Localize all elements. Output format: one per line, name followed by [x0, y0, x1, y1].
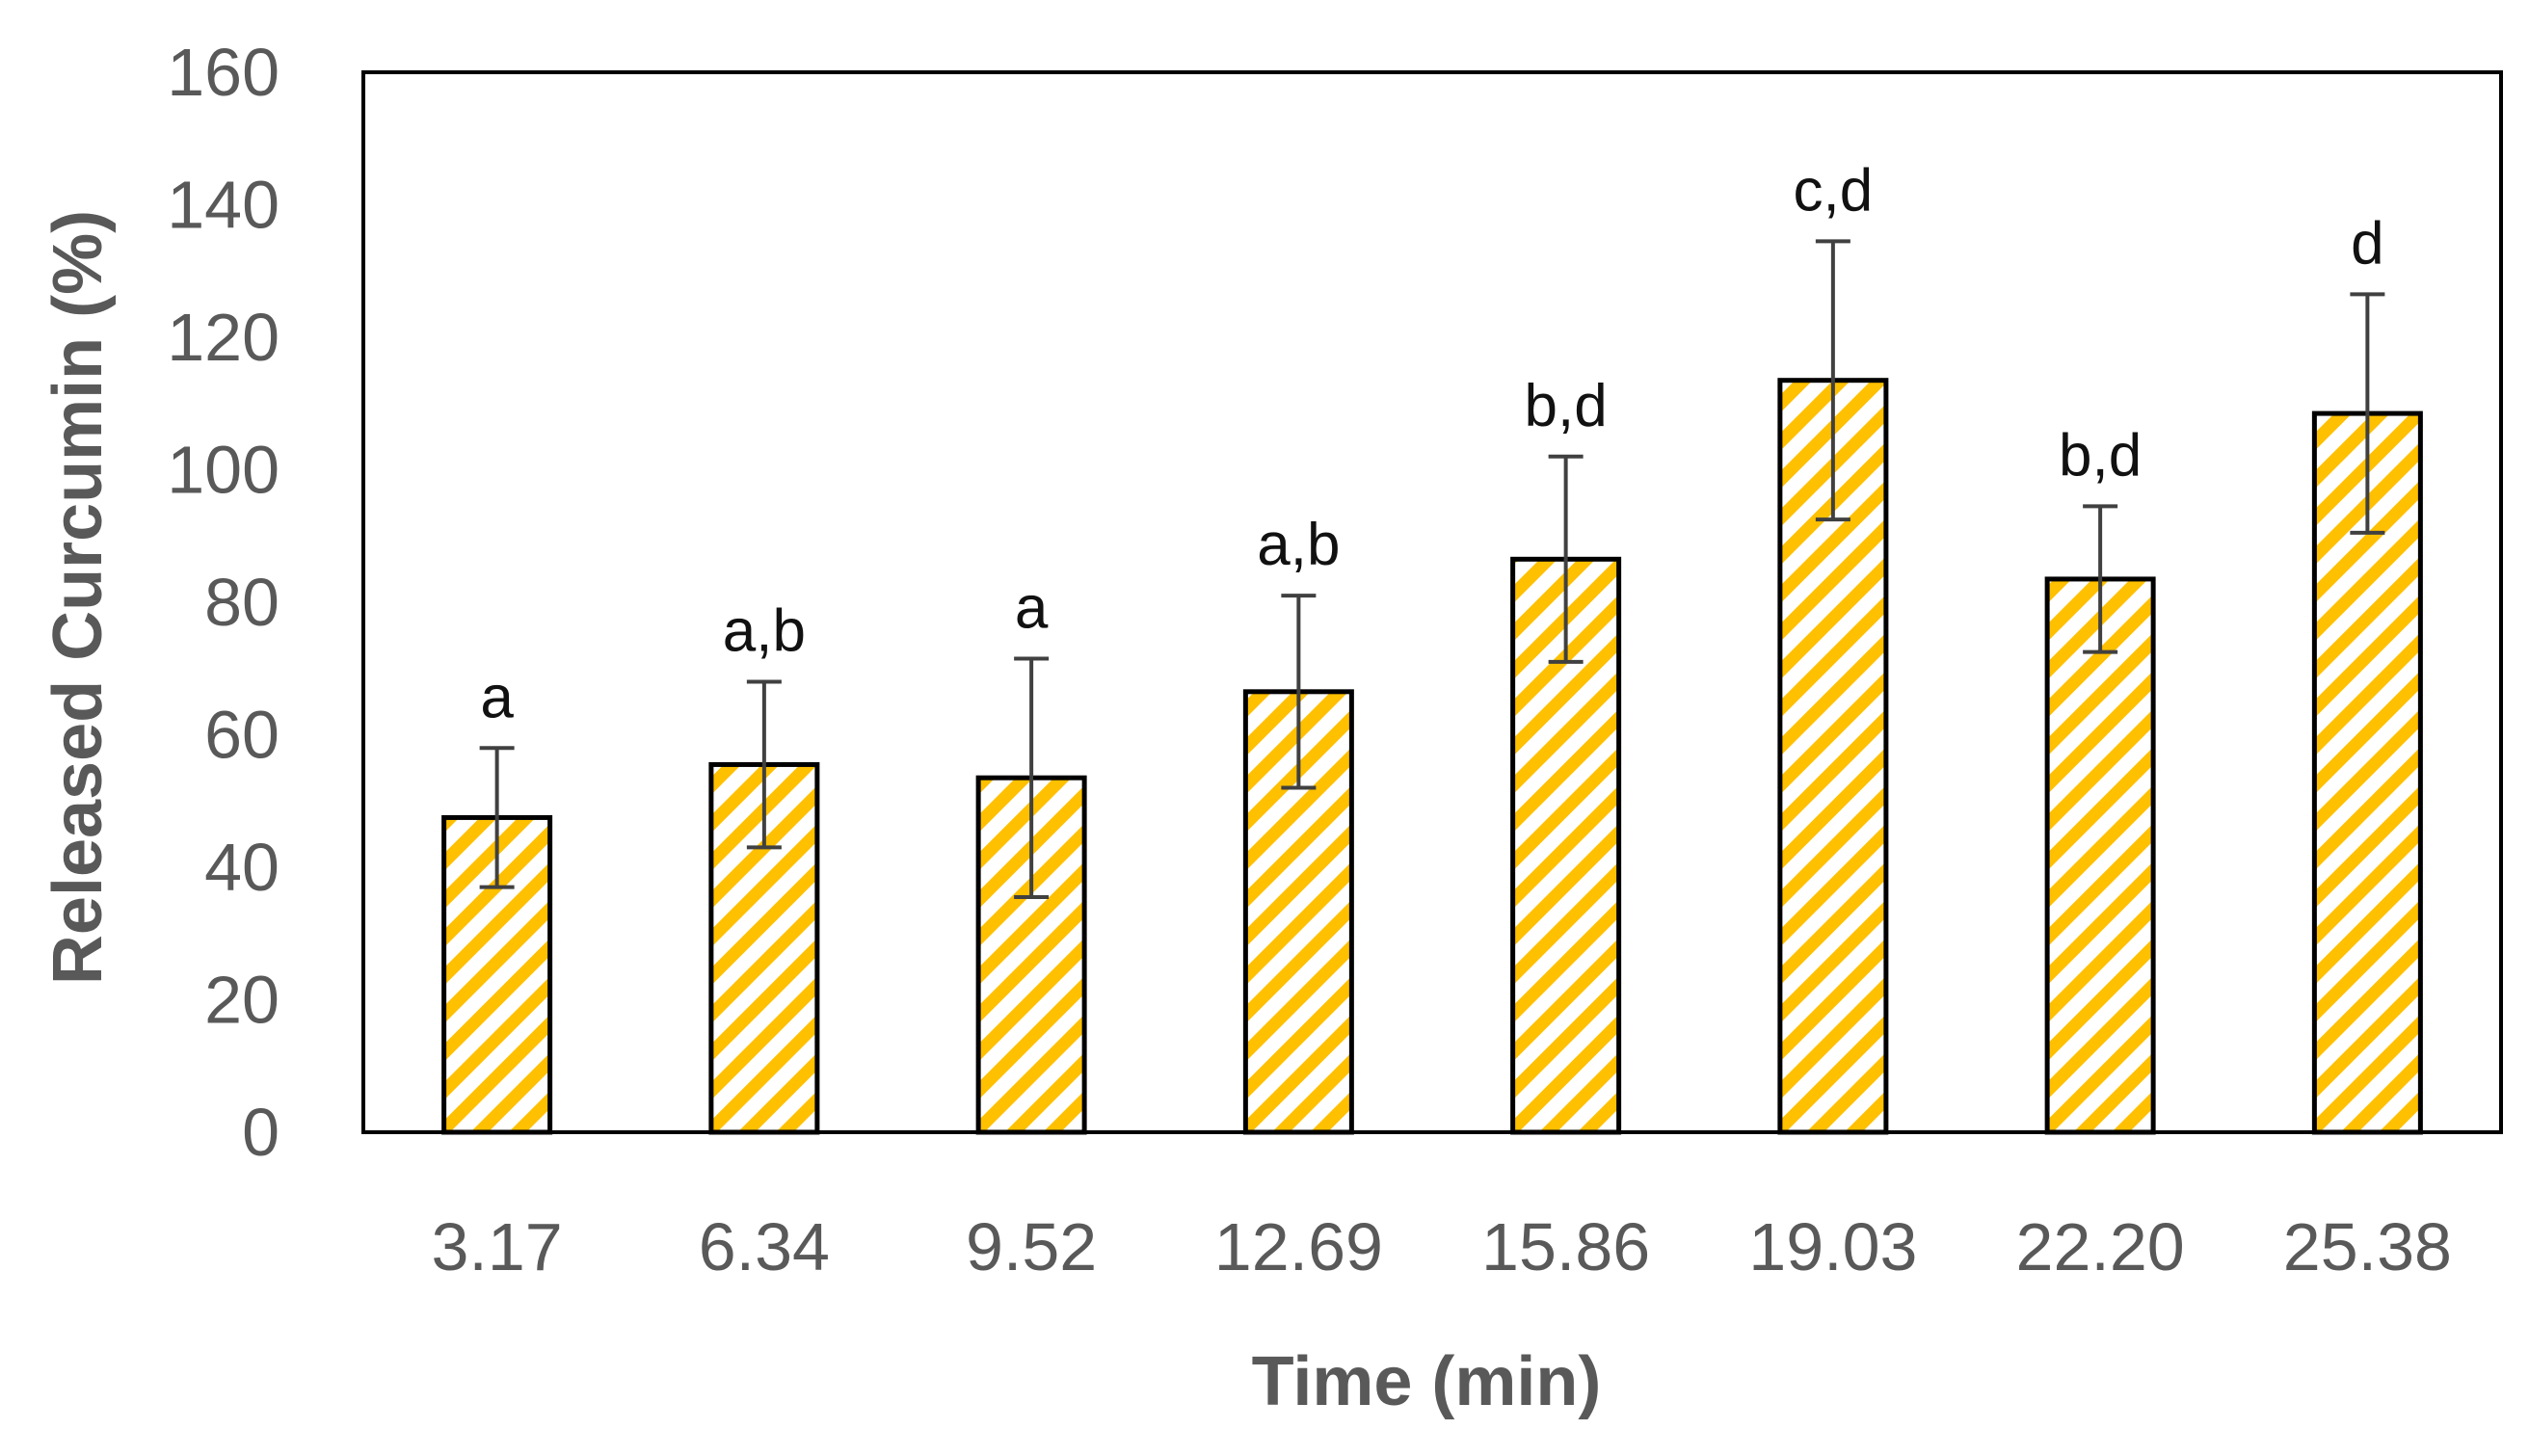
- x-tick-label: 25.38: [2283, 1209, 2452, 1284]
- y-axis-title: Released Curcumin (%): [40, 210, 117, 985]
- significance-label-3.17: a: [480, 664, 514, 730]
- x-tick-label: 9.52: [966, 1209, 1097, 1284]
- significance-label-12.69: a,b: [1257, 512, 1340, 578]
- significance-label-25.38: d: [2351, 210, 2383, 277]
- significance-label-15.86: b,d: [1525, 373, 1608, 439]
- error-bar-9.52: [1014, 656, 1050, 899]
- y-tick-label: 0: [242, 1095, 280, 1170]
- x-tick-label: 6.34: [699, 1209, 830, 1284]
- y-tick-label: 40: [204, 830, 280, 905]
- significance-label-22.20: b,d: [2059, 422, 2142, 489]
- significance-label-6.34: a,b: [723, 598, 806, 665]
- y-tick-label: 80: [204, 565, 280, 640]
- error-bar-19.03: [1815, 239, 1850, 522]
- y-tick-label: 100: [167, 433, 280, 508]
- y-tick-label: 20: [204, 963, 280, 1038]
- y-tick-label: 60: [204, 698, 280, 773]
- error-bar-22.20: [2083, 504, 2118, 654]
- significance-label-19.03: c,d: [1794, 157, 1874, 224]
- error-bar-3.17: [479, 746, 515, 889]
- x-tick-label: 22.20: [2016, 1209, 2185, 1284]
- y-tick-label: 160: [167, 35, 280, 110]
- bar-15.86: [1510, 556, 1622, 1135]
- y-tick-label: 120: [167, 300, 280, 375]
- error-bar-25.38: [2350, 292, 2385, 535]
- y-tick-label: 140: [167, 168, 280, 243]
- plot-frame: [361, 70, 2503, 1134]
- error-bar-12.69: [1281, 594, 1317, 790]
- x-axis-title: Time (min): [1252, 1343, 1602, 1420]
- significance-label-9.52: a: [1015, 574, 1049, 641]
- x-tick-label: 12.69: [1214, 1209, 1383, 1284]
- x-tick-label: 3.17: [432, 1209, 563, 1284]
- error-bar-15.86: [1548, 454, 1584, 664]
- bar-22.20: [2044, 576, 2156, 1135]
- error-bar-6.34: [746, 679, 782, 850]
- x-tick-label: 19.03: [1748, 1209, 1917, 1284]
- bar-12.69: [1242, 689, 1354, 1135]
- x-tick-label: 15.86: [1481, 1209, 1650, 1284]
